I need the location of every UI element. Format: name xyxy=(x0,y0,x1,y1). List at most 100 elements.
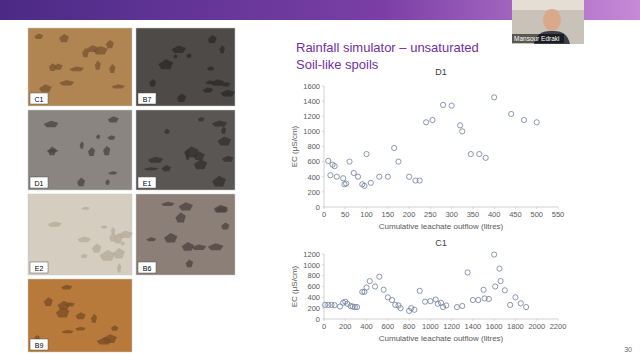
photo-label: B9 xyxy=(35,342,44,349)
point xyxy=(372,284,377,289)
photo-rock xyxy=(185,149,189,160)
y-tick-label: 1200 xyxy=(303,250,320,259)
point xyxy=(458,123,463,128)
photo-label: B6 xyxy=(143,265,152,272)
point xyxy=(502,288,507,293)
point xyxy=(355,174,360,179)
photo: D1 xyxy=(28,110,132,190)
y-tick-label: 1400 xyxy=(303,97,320,106)
photo-rock xyxy=(182,242,194,251)
photo-rock xyxy=(212,176,226,187)
point xyxy=(367,278,372,283)
x-tick-label: 500 xyxy=(530,210,543,219)
point xyxy=(381,287,386,292)
point xyxy=(385,174,390,179)
point xyxy=(477,151,482,156)
y-tick-label: 600 xyxy=(307,282,320,291)
y-tick-label: 0 xyxy=(316,315,320,324)
photo: E2 xyxy=(28,194,133,275)
photo: B6 xyxy=(136,194,235,275)
photo-image xyxy=(28,28,132,106)
photo-rock xyxy=(207,66,214,70)
photo-rock xyxy=(114,233,123,243)
point xyxy=(424,120,429,125)
x-tick-label: 0 xyxy=(322,322,326,331)
point xyxy=(389,297,394,302)
photo-rock xyxy=(117,263,121,272)
photo-label: C1 xyxy=(35,96,44,103)
point xyxy=(409,306,414,311)
point xyxy=(460,303,465,308)
point xyxy=(364,151,369,156)
photo-rock xyxy=(214,209,228,213)
webcam-frame xyxy=(512,0,584,44)
point xyxy=(534,120,539,125)
point xyxy=(435,301,440,306)
point xyxy=(412,307,417,312)
point xyxy=(341,176,346,181)
photo-rock xyxy=(69,66,84,71)
photo-rock xyxy=(111,325,119,331)
photo-rock xyxy=(81,207,90,210)
webcam-face xyxy=(543,9,561,31)
photo-rock xyxy=(91,314,97,323)
point xyxy=(483,155,488,160)
point xyxy=(498,278,503,283)
photo-rock xyxy=(61,330,73,333)
photo-label: B7 xyxy=(143,96,152,103)
point xyxy=(417,288,422,293)
photo-rock xyxy=(148,157,163,163)
photo-image xyxy=(136,110,235,190)
photo-rock xyxy=(158,59,173,69)
photo-rock xyxy=(49,63,56,71)
photo-rock xyxy=(220,45,225,53)
x-tick-label: 400 xyxy=(488,210,501,219)
slide: C1B7D1E1E2B6B9Rainfall simulator – unsat… xyxy=(0,0,640,360)
background xyxy=(0,0,640,360)
photo-rock xyxy=(61,285,72,290)
photo-label-box xyxy=(138,262,156,273)
x-tick-label: 0 xyxy=(322,210,326,219)
point xyxy=(518,301,523,306)
photo: C1 xyxy=(28,28,132,106)
photo-rock xyxy=(144,167,159,170)
point xyxy=(509,111,514,116)
webcam-name-box xyxy=(512,34,564,43)
photo-label-box xyxy=(30,262,48,273)
points xyxy=(322,252,528,314)
photo-rock xyxy=(218,137,232,146)
x-tick-label: 200 xyxy=(339,322,352,331)
photo-label-box xyxy=(138,177,156,188)
point xyxy=(328,173,333,178)
photo-rock xyxy=(221,127,226,134)
x-tick-label: 1000 xyxy=(422,322,439,331)
photo-label: E1 xyxy=(143,180,152,187)
point xyxy=(476,297,481,302)
photo-image xyxy=(28,194,132,275)
y-tick-label: 1200 xyxy=(303,112,320,121)
photo-rock xyxy=(111,84,125,88)
x-tick-label: 450 xyxy=(509,210,522,219)
slide-title: Soil-like spoils xyxy=(296,57,379,72)
x-axis-title: Cumulative leachate outflow (litres) xyxy=(379,334,504,343)
photo-rock xyxy=(172,46,186,53)
x-axis-title: Cumulative leachate outflow (litres) xyxy=(379,222,504,231)
x-tick-label: 100 xyxy=(360,210,373,219)
point xyxy=(441,102,446,107)
x-tick-label: 50 xyxy=(341,210,349,219)
y-tick-label: 1000 xyxy=(303,261,320,270)
photo-rock xyxy=(82,48,89,57)
point xyxy=(460,129,465,134)
photo-rock xyxy=(220,90,235,97)
point xyxy=(465,270,470,275)
point xyxy=(417,178,422,183)
point xyxy=(344,181,349,186)
speaker-name: Mansour Edraki xyxy=(514,35,560,42)
photo-rock xyxy=(108,116,119,122)
x-tick-label: 200 xyxy=(403,210,416,219)
photo-rock xyxy=(95,60,101,69)
photo-rock xyxy=(108,135,116,140)
x-tick-label: 1800 xyxy=(507,322,524,331)
photo-label: D1 xyxy=(35,180,44,187)
point xyxy=(354,304,359,309)
